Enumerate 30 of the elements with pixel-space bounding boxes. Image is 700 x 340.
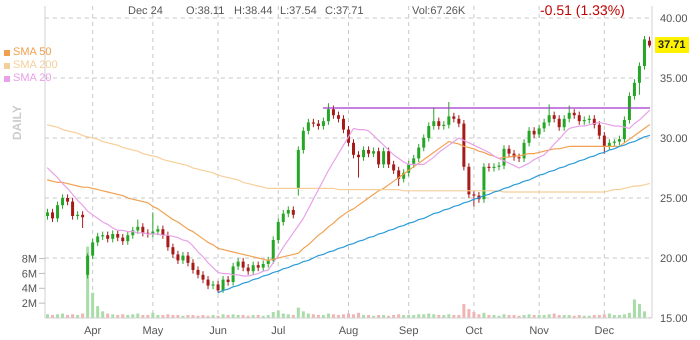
annotation: C:37.71 — [325, 5, 364, 17]
x-tick-label: Sep — [398, 324, 418, 337]
annotation: L:37.54 — [280, 5, 317, 17]
x-tick-label: Oct — [465, 324, 482, 337]
y-tick-label: 20.00 — [660, 252, 688, 265]
annotation: O:38.11 — [186, 5, 224, 17]
y-tick-label: 35.00 — [660, 72, 688, 85]
y-tick-label: 30.00 — [660, 132, 688, 145]
legend-label: SMA 200 — [13, 59, 58, 72]
annotation: 37.71 — [655, 37, 689, 54]
annotation: H:38.44 — [234, 5, 273, 17]
y2-tick-label: 4M — [22, 283, 37, 296]
y-tick-label: 40.00 — [660, 12, 688, 25]
x-tick-label: Aug — [338, 324, 358, 337]
y2-tick-label: 2M — [22, 298, 37, 310]
x-tick-label: Nov — [529, 324, 550, 337]
x-tick-label: Dec — [594, 324, 615, 337]
x-tick-label: Apr — [84, 324, 102, 337]
annotation: Vol:67.26K — [412, 5, 466, 17]
y2-tick-label: 6M — [22, 268, 37, 280]
legend-label: SMA 20 — [13, 72, 52, 85]
y-tick-label: 25.00 — [660, 192, 688, 205]
x-tick-label: May — [142, 324, 164, 337]
y-tick-label: 15.00 — [660, 312, 688, 325]
x-tick-label: Jul — [271, 324, 286, 337]
legend-label: SMA 50 — [13, 46, 52, 59]
annotation: -0.51 (1.33%) — [540, 2, 625, 18]
annotation: Dec 24 — [128, 5, 163, 17]
x-tick-label: Jun — [209, 324, 227, 337]
y2-tick-label: 8M — [22, 253, 37, 266]
